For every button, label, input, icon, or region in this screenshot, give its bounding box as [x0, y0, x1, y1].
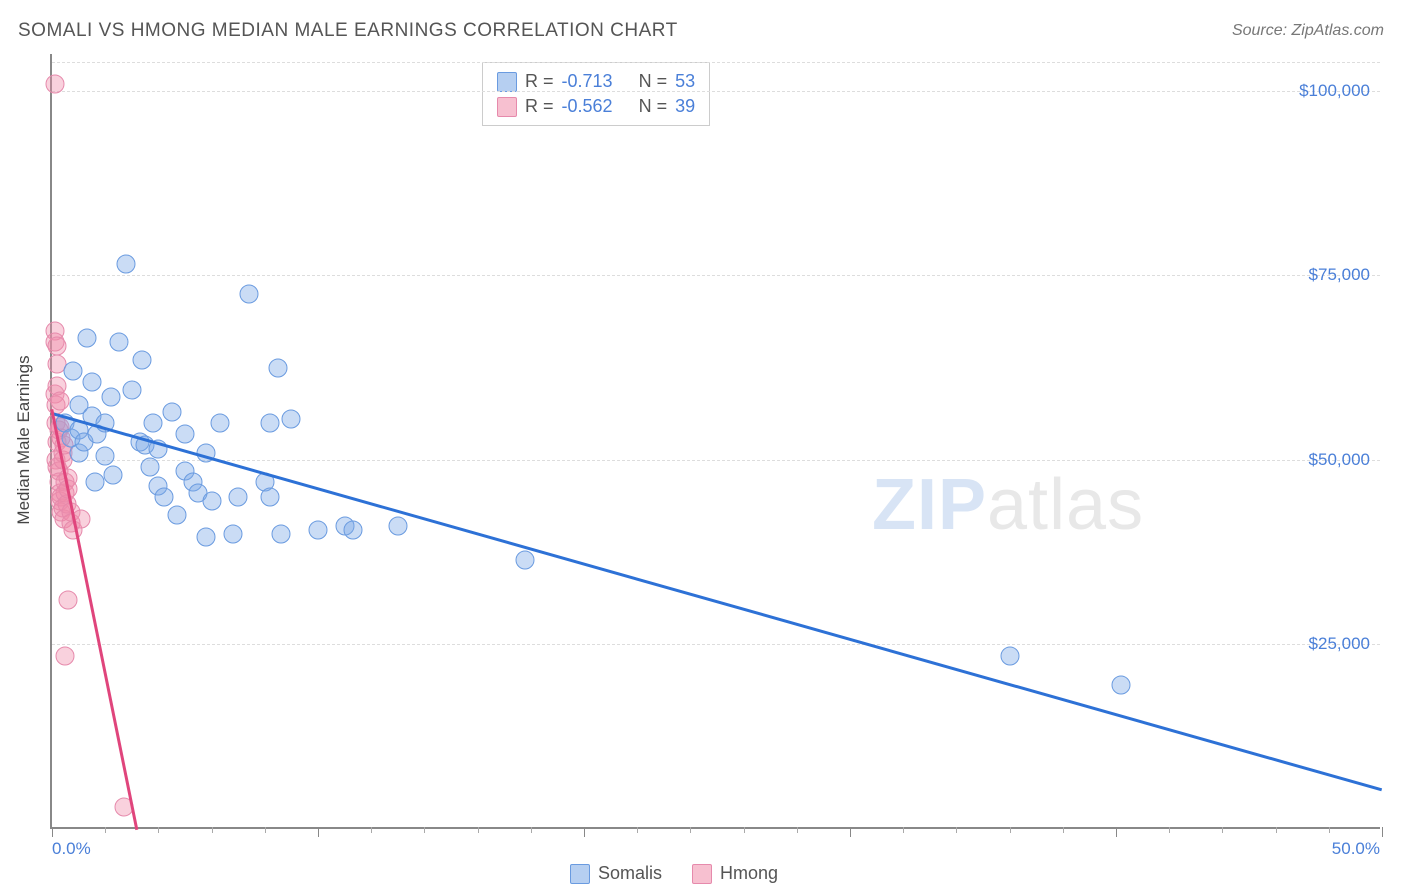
- x-tick: [1116, 827, 1117, 837]
- x-tick: [52, 827, 53, 837]
- x-tick: [1382, 827, 1383, 837]
- legend-swatch: [570, 864, 590, 884]
- legend-label: Hmong: [720, 863, 778, 884]
- x-tick: [1010, 827, 1011, 833]
- y-tick-label: $75,000: [1309, 265, 1370, 285]
- x-tick: [850, 827, 851, 837]
- data-point: [50, 391, 69, 410]
- gridline: [52, 275, 1380, 276]
- data-point: [101, 388, 120, 407]
- x-tick: [265, 827, 266, 833]
- correlation-legend: R = -0.713 N = 53R = -0.562 N = 39: [482, 62, 710, 126]
- data-point: [56, 646, 75, 665]
- x-tick: [637, 827, 638, 833]
- legend-swatch: [497, 72, 517, 92]
- x-tick: [1329, 827, 1330, 833]
- data-point: [388, 517, 407, 536]
- data-point: [133, 351, 152, 370]
- data-point: [202, 491, 221, 510]
- y-tick-label: $100,000: [1299, 81, 1370, 101]
- x-tick: [1222, 827, 1223, 833]
- x-tick: [1276, 827, 1277, 833]
- data-point: [144, 414, 163, 433]
- data-point: [1000, 646, 1019, 665]
- data-point: [85, 473, 104, 492]
- data-point: [96, 447, 115, 466]
- data-point: [229, 487, 248, 506]
- x-tick: [903, 827, 904, 833]
- data-point: [77, 329, 96, 348]
- data-point: [309, 521, 328, 540]
- y-axis-label: Median Male Earnings: [14, 355, 34, 524]
- y-tick-label: $50,000: [1309, 450, 1370, 470]
- data-point: [261, 487, 280, 506]
- legend-item: Somalis: [570, 863, 662, 884]
- data-point: [154, 487, 173, 506]
- x-tick: [371, 827, 372, 833]
- y-tick-label: $25,000: [1309, 634, 1370, 654]
- data-point: [516, 550, 535, 569]
- x-tick: [956, 827, 957, 833]
- data-point: [223, 524, 242, 543]
- data-point: [82, 373, 101, 392]
- source-label: Source: ZipAtlas.com: [1232, 22, 1384, 40]
- x-tick: [690, 827, 691, 833]
- x-tick: [797, 827, 798, 833]
- plot-area: ZIPatlas R = -0.713 N = 53R = -0.562 N =…: [50, 54, 1380, 829]
- data-point: [168, 506, 187, 525]
- x-tick: [318, 827, 319, 837]
- data-point: [104, 465, 123, 484]
- x-tick: [744, 827, 745, 833]
- data-point: [162, 402, 181, 421]
- x-tick: [478, 827, 479, 833]
- data-point: [197, 528, 216, 547]
- x-tick: [424, 827, 425, 833]
- x-tick: [158, 827, 159, 833]
- x-axis-min-label: 0.0%: [52, 839, 91, 859]
- data-point: [141, 458, 160, 477]
- x-tick: [212, 827, 213, 833]
- data-point: [58, 591, 77, 610]
- data-point: [122, 380, 141, 399]
- legend-item: Hmong: [692, 863, 778, 884]
- x-axis-max-label: 50.0%: [1332, 839, 1380, 859]
- data-point: [176, 425, 195, 444]
- chart-title: SOMALI VS HMONG MEDIAN MALE EARNINGS COR…: [18, 20, 678, 42]
- legend-row: R = -0.562 N = 39: [497, 94, 695, 119]
- x-tick: [105, 827, 106, 833]
- data-point: [343, 521, 362, 540]
- data-point: [64, 362, 83, 381]
- gridline: [52, 460, 1380, 461]
- x-tick: [531, 827, 532, 833]
- data-point: [261, 414, 280, 433]
- data-point: [239, 284, 258, 303]
- gridline: [52, 644, 1380, 645]
- series-legend: Somalis Hmong: [570, 863, 778, 884]
- x-tick: [1063, 827, 1064, 833]
- data-point: [1112, 676, 1131, 695]
- legend-swatch: [692, 864, 712, 884]
- gridline: [52, 91, 1380, 92]
- gridline: [52, 62, 1380, 63]
- data-point: [269, 358, 288, 377]
- trend-line: [52, 412, 1383, 791]
- data-point: [282, 410, 301, 429]
- x-tick: [584, 827, 585, 837]
- watermark: ZIPatlas: [872, 464, 1144, 546]
- data-point: [210, 414, 229, 433]
- data-point: [45, 74, 64, 93]
- x-tick: [1169, 827, 1170, 833]
- data-point: [109, 332, 128, 351]
- data-point: [117, 255, 136, 274]
- legend-swatch: [497, 97, 517, 117]
- data-point: [271, 524, 290, 543]
- legend-label: Somalis: [598, 863, 662, 884]
- data-point: [48, 336, 67, 355]
